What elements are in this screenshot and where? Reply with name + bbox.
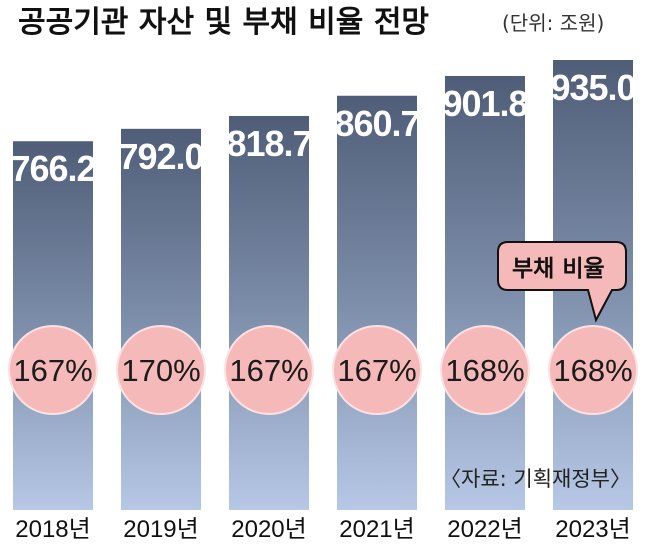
bar-2019년 [121,128,201,510]
bars-group: 766.2 167% 2018년 792.0 170% 2019년 818.7 167% 202… [8,60,638,543]
debt-ratio-circle [8,325,98,415]
debt-ratio-label: 167% [229,353,308,388]
bar-2020년 [229,115,309,510]
debt-ratio-label: 167% [13,353,92,388]
debt-ratio-circle [116,325,206,415]
category-label: 2022년 [447,516,522,543]
category-label: 2023년 [555,516,630,543]
debt-ratio-circle [332,325,422,415]
debt-ratio-circle [440,325,530,415]
debt-ratio-circle [548,325,638,415]
bar-2022년 [445,75,525,510]
value-label: 860.7 [334,103,419,144]
value-label: 818.7 [226,123,311,164]
debt-ratio-label: 168% [553,353,632,388]
debt-ratio-callout: 부채 비율 [497,241,627,323]
value-label: 766.2 [10,148,95,189]
category-label: 2019년 [123,516,198,543]
debt-ratio-label: 170% [121,353,200,388]
callout-bubble [497,241,627,323]
source-label: 〈자료: 기획재정부〉 [440,467,631,491]
chart-title: 공공기관 자산 및 부채 비율 전망 [18,5,429,40]
callout-label: 부채 비율 [512,256,605,282]
value-label: 901.8 [442,83,527,124]
debt-ratio-label: 167% [337,353,416,388]
debt-ratio-label: 168% [445,353,524,388]
value-label: 935.0 [550,67,635,108]
category-label: 2018년 [15,516,90,543]
category-label: 2020년 [231,516,306,543]
unit-label: (단위: 조원) [502,11,604,35]
debt-ratio-circle [224,325,314,415]
category-label: 2021년 [339,516,414,543]
bar-2021년 [337,95,417,510]
value-label: 792.0 [118,136,203,177]
